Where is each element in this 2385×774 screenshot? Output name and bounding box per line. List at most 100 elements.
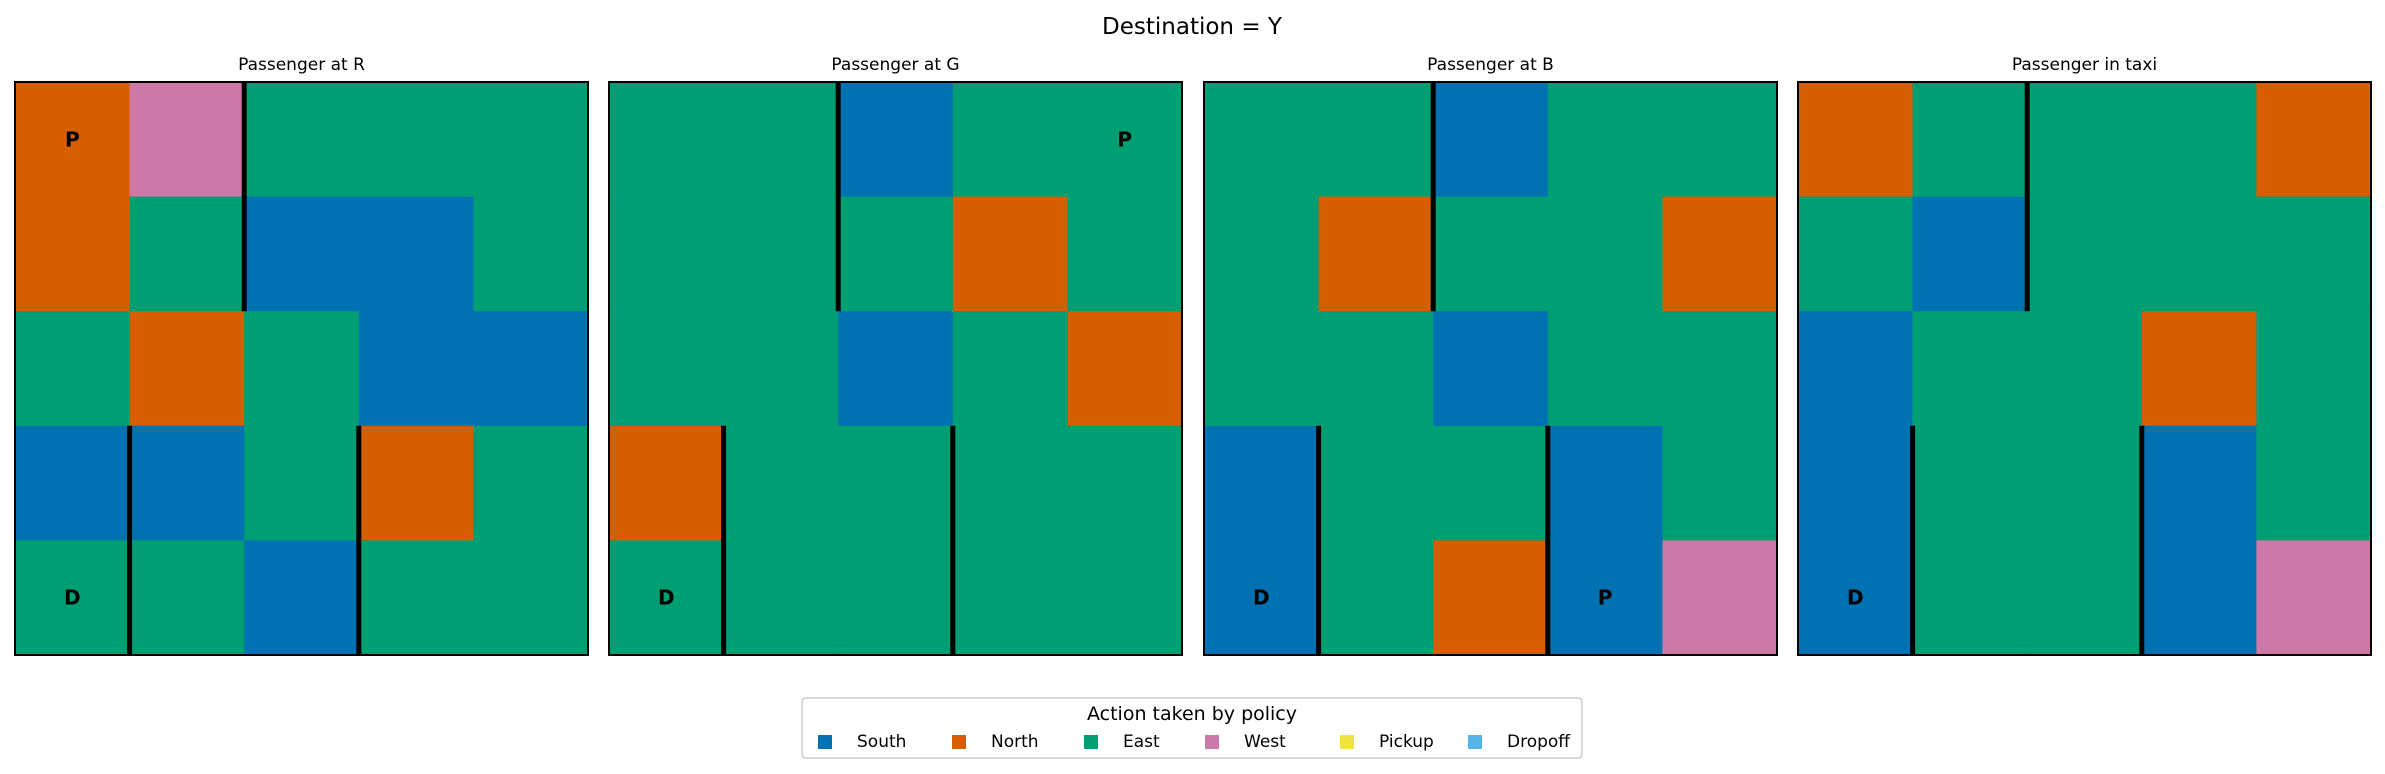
cell-east <box>15 311 131 427</box>
cell-east <box>1318 311 1434 427</box>
legend-label-west: West <box>1244 732 1286 752</box>
cell-north <box>1318 196 1434 312</box>
cell-east <box>2141 82 2257 198</box>
legend-swatch-west <box>1205 735 1219 749</box>
legend-label-east: East <box>1123 732 1160 752</box>
cell-east <box>952 82 1068 198</box>
cell-east <box>2027 82 2143 198</box>
legend-title: Action taken by policy <box>1087 703 1297 725</box>
cell-north <box>1433 540 1549 656</box>
panel-3: Passenger at B P D <box>1203 55 1778 656</box>
cell-north <box>2141 311 2257 427</box>
cell-north <box>952 196 1068 312</box>
cell-south <box>1204 540 1320 656</box>
cell-east <box>1912 540 2028 656</box>
marker-D: D <box>1847 586 1864 610</box>
cell-east <box>129 196 245 312</box>
cell-east <box>2256 311 2372 427</box>
cell-east <box>1912 82 2028 198</box>
cell-east <box>244 425 360 541</box>
cell-east <box>1318 540 1434 656</box>
cell-west <box>129 82 245 198</box>
cell-north <box>2256 82 2372 198</box>
cell-east <box>1067 196 1183 312</box>
cell-south <box>129 425 245 541</box>
cell-east <box>1318 82 1434 198</box>
cell-north <box>1798 82 1914 198</box>
cell-east <box>244 311 360 427</box>
cell-west <box>1662 540 1778 656</box>
panel-title: Passenger at R <box>238 55 365 75</box>
cell-east <box>1067 425 1183 541</box>
cell-east <box>1204 311 1320 427</box>
cell-east <box>129 540 245 656</box>
panel-frame <box>1797 81 2372 656</box>
cell-east <box>358 540 474 656</box>
panel-title: Passenger at B <box>1427 55 1554 75</box>
cell-east <box>838 425 954 541</box>
cell-east <box>1318 425 1434 541</box>
cell-east <box>1067 540 1183 656</box>
cell-east <box>723 425 839 541</box>
cell-east <box>473 196 589 312</box>
panel-frame <box>1203 81 1778 656</box>
cell-south <box>1798 311 1914 427</box>
cell-south <box>15 425 131 541</box>
cell-east <box>2141 196 2257 312</box>
cell-east <box>1547 196 1663 312</box>
marker-D: D <box>658 586 675 610</box>
cell-south <box>838 82 954 198</box>
cell-south <box>838 311 954 427</box>
cell-east <box>952 540 1068 656</box>
cell-east <box>1798 196 1914 312</box>
cell-south <box>2141 425 2257 541</box>
panel-frame <box>608 81 1183 656</box>
legend-swatch-east <box>1084 735 1098 749</box>
cell-east <box>2027 311 2143 427</box>
cell-east <box>15 540 131 656</box>
cell-north <box>1662 196 1778 312</box>
panel-title: Passenger in taxi <box>2012 55 2157 75</box>
legend: Action taken by policy South North East West… <box>801 697 1583 759</box>
legend-swatch-pickup <box>1340 735 1354 749</box>
legend-label-north: North <box>991 732 1039 752</box>
cell-south <box>358 196 474 312</box>
cell-east <box>2256 425 2372 541</box>
marker-D: D <box>64 586 81 610</box>
cell-east <box>2027 540 2143 656</box>
panel-1: Passenger at R P D <box>14 55 589 656</box>
panel-title: Passenger at G <box>831 55 959 75</box>
cell-west <box>2256 540 2372 656</box>
figure-title: Destination = Y <box>1102 14 1283 40</box>
cell-east <box>1204 82 1320 198</box>
cell-north <box>129 311 245 427</box>
cell-south <box>1798 540 1914 656</box>
cell-east <box>358 82 474 198</box>
cell-north <box>15 82 131 198</box>
marker-D: D <box>1253 586 1270 610</box>
cell-east <box>952 311 1068 427</box>
cell-south <box>1204 425 1320 541</box>
cell-east <box>1433 425 1549 541</box>
marker-P: P <box>65 127 80 151</box>
cell-south <box>1433 311 1549 427</box>
cell-east <box>473 540 589 656</box>
cell-east <box>609 82 725 198</box>
cell-east <box>2256 196 2372 312</box>
cell-east <box>1912 311 2028 427</box>
cell-east <box>244 82 360 198</box>
panel-4: Passenger in taxi D <box>1797 55 2372 656</box>
marker-P: P <box>1598 586 1613 610</box>
cell-east <box>1204 196 1320 312</box>
cell-south <box>1547 540 1663 656</box>
cell-east <box>609 311 725 427</box>
cell-east <box>723 311 839 427</box>
cell-east <box>609 540 725 656</box>
legend-label-dropoff: Dropoff <box>1507 732 1571 752</box>
cell-east <box>609 196 725 312</box>
cell-east <box>473 425 589 541</box>
cell-south <box>1912 196 2028 312</box>
cell-east <box>1662 82 1778 198</box>
